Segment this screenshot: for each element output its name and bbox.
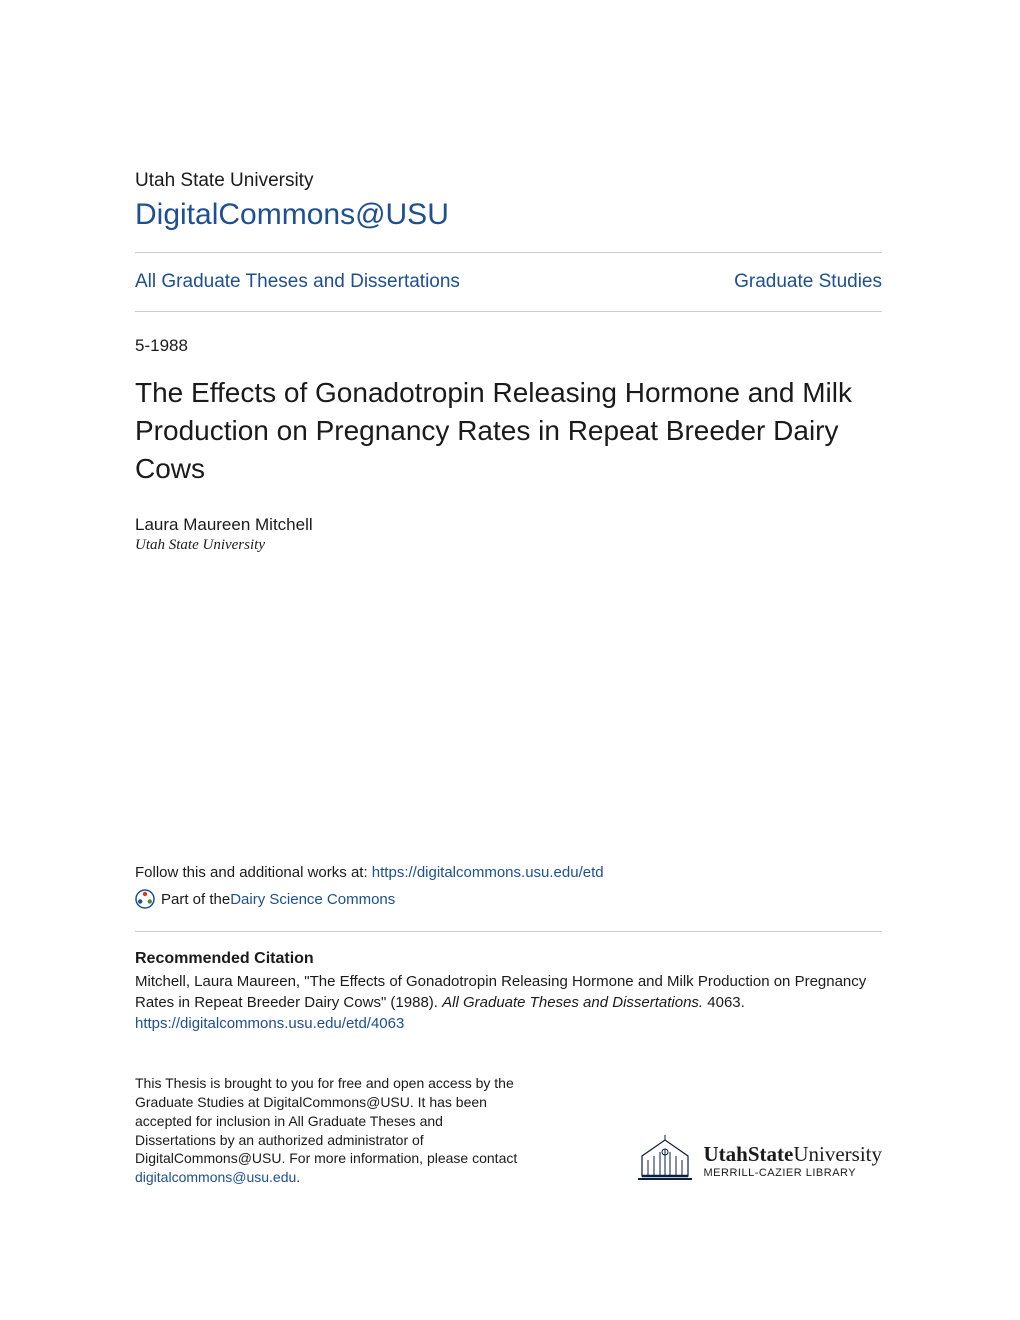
access-text: This Thesis is brought to you for free a…: [135, 1075, 517, 1167]
collection-url-link[interactable]: https://digitalcommons.usu.edu/etd: [372, 864, 604, 881]
citation-heading: Recommended Citation: [135, 950, 882, 968]
document-page: Utah State University DigitalCommons@USU…: [0, 0, 1020, 1227]
author-affiliation: Utah State University: [135, 537, 882, 554]
collection-link[interactable]: All Graduate Theses and Dissertations: [135, 271, 460, 293]
breadcrumb-nav: All Graduate Theses and Dissertations Gr…: [135, 253, 882, 311]
document-title: The Effects of Gonadotropin Releasing Ho…: [135, 374, 882, 487]
parent-collection-link[interactable]: Graduate Studies: [734, 271, 882, 293]
logo-library-name: MERRILL-CAZIER LIBRARY: [704, 1167, 882, 1179]
author-name: Laura Maureen Mitchell: [135, 515, 882, 535]
logo-light: University: [793, 1142, 882, 1166]
logo-university-name: UtahStateUniversity: [704, 1142, 882, 1167]
open-access-statement: This Thesis is brought to you for free a…: [135, 1074, 525, 1187]
institution-name: Utah State University: [135, 170, 882, 192]
follow-prefix: Follow this and additional works at:: [135, 864, 372, 881]
citation-url-link[interactable]: https://digitalcommons.usu.edu/etd/4063: [135, 1015, 882, 1032]
citation-series: All Graduate Theses and Dissertations.: [442, 994, 703, 1011]
contact-email-link[interactable]: digitalcommons@usu.edu: [135, 1169, 296, 1185]
network-commons-icon: [135, 889, 155, 909]
footer-row: This Thesis is brought to you for free a…: [135, 1074, 882, 1187]
library-logo: UtahStateUniversity MERRILL-CAZIER LIBRA…: [636, 1134, 882, 1187]
commons-subject-link[interactable]: Dairy Science Commons: [230, 891, 395, 908]
logo-bold: UtahState: [704, 1142, 794, 1166]
follow-works-line: Follow this and additional works at: htt…: [135, 864, 882, 881]
logo-text-block: UtahStateUniversity MERRILL-CAZIER LIBRA…: [704, 1142, 882, 1179]
divider: [135, 931, 882, 932]
repository-title-link[interactable]: DigitalCommons@USU: [135, 198, 882, 232]
access-suffix: .: [296, 1169, 300, 1185]
publication-date: 5-1988: [135, 336, 882, 356]
library-building-icon: [636, 1134, 694, 1187]
citation-part2: 4063.: [703, 994, 745, 1011]
citation-text: Mitchell, Laura Maureen, "The Effects of…: [135, 972, 882, 1013]
commons-network-line: Part of the Dairy Science Commons: [135, 889, 882, 909]
divider: [135, 311, 882, 312]
network-prefix: Part of the: [161, 891, 230, 908]
